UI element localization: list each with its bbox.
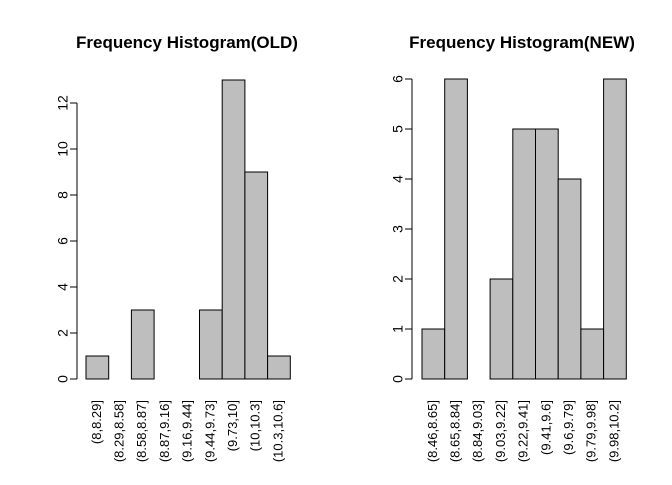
chart-new-bar — [557, 178, 582, 380]
chart-old-bar — [267, 355, 291, 380]
chart-old-y-tick-label: 4 — [55, 283, 71, 291]
chart-new-y-tick-label: 5 — [390, 125, 406, 133]
chart-new-bar — [535, 128, 559, 380]
chart-old-category-label: (8.29,8.58] — [111, 400, 126, 462]
chart-old-y-tick-label: 6 — [55, 237, 71, 245]
chart-new-category-label: (9.79,9.98] — [584, 400, 599, 462]
chart-new-category-labels: (8.46,8.65] (8.65,8.84] (8.84,9.03] (9.03,9… — [425, 400, 622, 462]
chart-new-bar — [421, 328, 446, 380]
chart-new-y-tick-label: 4 — [390, 175, 406, 183]
chart-new-y-axis: 0 1 2 3 4 5 6 — [390, 75, 413, 383]
chart-new-category-label: (9.98,10.2] — [606, 400, 621, 462]
chart-new-y-tick-label: 3 — [390, 225, 406, 233]
chart-old-category-label: (8.58,8.87] — [134, 400, 149, 462]
chart-old-y-tick-label: 12 — [55, 95, 71, 111]
chart-old-y-tick-label: 0 — [55, 375, 71, 383]
chart-new-category-label: (8.65,8.84] — [447, 400, 462, 462]
chart-old-y-tick-label: 10 — [55, 141, 71, 157]
chart-old-bars — [85, 79, 291, 380]
chart-old: Frequency Histogram(OLD) 0 2 4 6 8 10 12 (8,8.… — [55, 33, 298, 462]
chart-old-category-label: (9.44,9.73] — [202, 400, 217, 462]
chart-new-category-label: (8.46,8.65] — [425, 400, 440, 462]
chart-old-bar — [130, 309, 155, 380]
chart-old-title: Frequency Histogram(OLD) — [76, 33, 298, 52]
chart-new-category-label: (9.03,9.22] — [493, 400, 508, 462]
chart-new-category-label: (8.84,9.03] — [470, 400, 485, 462]
chart-new: Frequency Histogram(NEW) 0 1 2 3 4 5 6 (8.46,8… — [390, 33, 635, 462]
chart-new-bar — [580, 328, 605, 380]
chart-old-bar — [244, 171, 269, 380]
chart-old-category-label: (10.3,10.6] — [270, 400, 285, 462]
chart-old-category-label: (9.73,10] — [225, 400, 240, 451]
chart-old-y-tick-label: 8 — [55, 191, 71, 199]
chart-old-category-label: (9.16,9.44] — [180, 400, 195, 462]
chart-old-y-tick-label: 2 — [55, 329, 71, 337]
chart-old-y-axis: 0 2 4 6 8 10 12 — [55, 95, 78, 383]
chart-new-category-label: (9.6,9.79] — [561, 400, 576, 455]
chart-old-category-label: (8.87,9.16] — [157, 400, 172, 462]
chart-new-bar — [512, 128, 536, 380]
chart-new-category-label: (9.41,9.6] — [538, 400, 553, 455]
chart-new-category-label: (9.22,9.41] — [516, 400, 531, 462]
chart-new-y-tick-label: 6 — [390, 75, 406, 83]
chart-old-category-labels: (8,8.29] (8.29,8.58] (8.58,8.87] (8.87,9.16… — [89, 400, 286, 462]
chart-old-category-label: (8,8.29] — [89, 400, 104, 444]
chart-new-y-tick-label: 2 — [390, 275, 406, 283]
chart-new-bar — [489, 278, 514, 380]
chart-new-bar — [444, 78, 468, 380]
chart-new-y-tick-label: 0 — [390, 375, 406, 383]
chart-new-title: Frequency Histogram(NEW) — [409, 33, 635, 52]
chart-new-y-tick-label: 1 — [390, 325, 406, 333]
chart-old-category-label: (10,10.3] — [248, 400, 263, 451]
chart-old-bar — [221, 79, 246, 380]
chart-new-bars — [421, 78, 627, 380]
chart-new-bar — [603, 78, 627, 380]
chart-old-bar — [199, 309, 223, 380]
chart-old-bar — [85, 355, 110, 380]
